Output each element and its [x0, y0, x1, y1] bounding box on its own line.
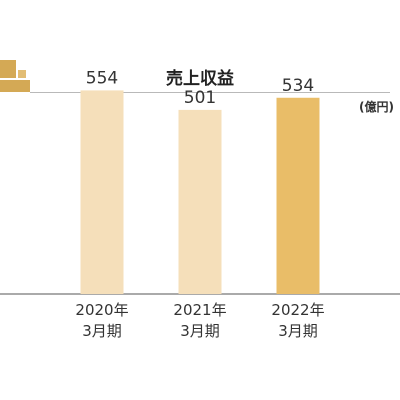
- logo-bar: [0, 80, 30, 92]
- x-tick-label-1-line-0: 2021年: [173, 301, 226, 319]
- x-tick-label-2-line-0: 2022年: [271, 301, 324, 319]
- x-tick-label-2-line-1: 3月期: [278, 322, 318, 340]
- x-tick-label-0-line-0: 2020年: [75, 301, 128, 319]
- bar-value-label-2: 534: [282, 76, 314, 96]
- logo-square-small: [18, 70, 26, 78]
- chart-title: 売上収益: [166, 69, 234, 89]
- x-tick-label-1-line-1: 3月期: [180, 322, 220, 340]
- x-tick-label-0-line-1: 3月期: [82, 322, 122, 340]
- bar-0: [80, 90, 124, 294]
- bar-1: [178, 109, 222, 294]
- bar-value-label-1: 501: [184, 88, 216, 108]
- title-underline: [30, 92, 390, 93]
- bar-2: [276, 97, 320, 294]
- unit-label: (億円): [359, 100, 394, 114]
- bar-value-label-0: 554: [86, 68, 118, 88]
- logo-square-large: [0, 60, 16, 78]
